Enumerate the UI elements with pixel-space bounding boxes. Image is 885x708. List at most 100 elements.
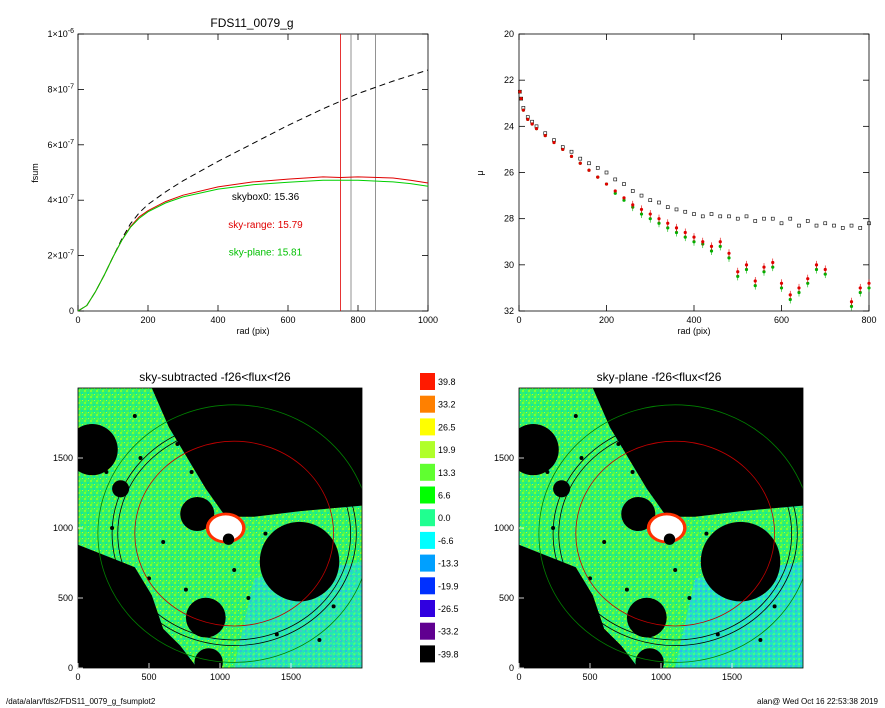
sky-subtracted-image-pixels xyxy=(77,387,363,669)
data-point-square xyxy=(692,212,696,216)
data-point-square xyxy=(858,226,863,230)
x-tick-label: 1500 xyxy=(722,672,742,682)
y-tick-label: 28 xyxy=(504,214,514,224)
star-mask xyxy=(758,638,763,642)
x-tick-label: 0 xyxy=(75,315,80,325)
data-point-2 xyxy=(736,270,740,274)
colorbar-label: 0.0 xyxy=(438,513,451,523)
data-point-2 xyxy=(622,196,626,200)
y-tick-label: 1500 xyxy=(53,453,73,463)
x-tick-label: 0 xyxy=(516,672,521,682)
data-point-1 xyxy=(718,244,722,248)
y-tick-mantissa: 4×10 xyxy=(47,195,67,205)
star-mask xyxy=(573,414,578,418)
data-point-square xyxy=(753,219,758,223)
star-mask xyxy=(704,531,709,536)
data-point-square xyxy=(849,223,854,228)
y-tick-label: 1500 xyxy=(494,453,514,463)
data-point-2 xyxy=(613,189,617,193)
data-point-square xyxy=(779,221,784,226)
data-point-2 xyxy=(569,154,574,158)
data-point-2 xyxy=(806,277,810,281)
colorbar-swatch xyxy=(420,441,435,459)
y-tick-mantissa: 1×10 xyxy=(47,29,67,39)
x-tick-label: 200 xyxy=(599,315,614,325)
colorbar-label: 39.8 xyxy=(438,377,456,387)
data-point-2 xyxy=(530,122,534,126)
data-point-1 xyxy=(858,290,862,295)
sky-plane-image-title: sky-plane -f26<flux<f26 xyxy=(597,370,722,384)
y-tick-label: 0 xyxy=(509,663,514,673)
x-tick-label: 800 xyxy=(350,315,365,325)
colorbar-swatch xyxy=(420,509,435,527)
data-point-2 xyxy=(701,240,705,244)
sky-annulus-inner xyxy=(117,426,352,641)
data-point-square xyxy=(569,149,574,154)
y-tick-label: 20 xyxy=(504,29,514,39)
sky-plane-image: sky-plane -f26<flux<f26 0 500 1000 1500 0 500… xyxy=(494,370,804,682)
data-point-2 xyxy=(718,240,722,244)
data-point-1 xyxy=(622,198,626,202)
data-point-2 xyxy=(867,281,871,285)
y-tick-mantissa: 0 xyxy=(69,306,74,316)
fsum-series-line-2 xyxy=(77,179,429,312)
galaxy-core xyxy=(209,515,243,541)
data-point-square xyxy=(762,216,766,221)
data-point-2 xyxy=(797,286,801,290)
colorbar-swatch xyxy=(420,463,435,481)
y-tick-exponent: -6 xyxy=(68,28,74,35)
fsum-plot-xlabel: rad (pix) xyxy=(236,326,269,336)
x-tick-label: 400 xyxy=(686,315,701,325)
footer-file-path: /data/alan/fds2/FDS11_0079_g_fsumplot2 xyxy=(6,697,156,706)
data-point-2 xyxy=(604,182,609,186)
data-point-2 xyxy=(648,212,652,216)
fsum-plot-ticks: 0 200 400 600 800 100002×10-74×10-76×10-78×10… xyxy=(47,28,438,325)
data-point-square xyxy=(700,214,705,219)
data-point-square xyxy=(683,209,688,214)
masked-region xyxy=(626,597,667,638)
data-point-1 xyxy=(867,286,871,290)
data-point-2 xyxy=(666,221,670,225)
data-point-2 xyxy=(552,140,556,145)
sky-subtracted-image-title: sky-subtracted -f26<flux<f26 xyxy=(139,370,291,384)
data-point-2 xyxy=(771,260,775,265)
data-point-1 xyxy=(823,272,827,276)
surface-brightness-plot-ylabel: μ xyxy=(475,170,485,175)
x-tick-label: 1000 xyxy=(651,672,671,682)
y-tick-label: 1×10-6 xyxy=(47,28,74,39)
surface-brightness-plot: 0 200 400 600 800 20 22 24 26 28 30 32 rad (pix) μ xyxy=(475,29,877,336)
data-point-square xyxy=(788,216,793,221)
sky-annulus-inner xyxy=(558,426,793,641)
sky-plane-image-ticks: 0 500 1000 1500 0 500 1000 1500 xyxy=(494,453,742,682)
outer-ellipse xyxy=(97,404,362,663)
star-mask xyxy=(616,442,621,446)
data-point-square xyxy=(587,161,591,166)
colorbar-swatch xyxy=(420,395,435,413)
outer-ellipse xyxy=(538,404,803,663)
data-point-2 xyxy=(692,235,696,239)
star-mask xyxy=(132,414,137,418)
colorbar-swatch xyxy=(420,373,435,390)
fsum-plot-frame xyxy=(77,33,429,312)
data-point-1 xyxy=(639,212,644,216)
y-tick-label: 8×10-7 xyxy=(47,83,74,94)
data-point-square xyxy=(709,212,714,216)
colorbar-label: 19.9 xyxy=(438,445,456,455)
fsum-series xyxy=(77,69,429,312)
data-point-1 xyxy=(753,284,757,288)
y-tick-label: 22 xyxy=(504,75,514,85)
colorbar-swatch xyxy=(420,622,435,640)
inner-ellipse xyxy=(134,440,334,627)
x-tick-label: 600 xyxy=(280,315,295,325)
x-tick-label: 600 xyxy=(774,315,789,325)
star-mask xyxy=(317,638,322,642)
data-point-2 xyxy=(683,230,687,235)
star-mask xyxy=(687,596,692,600)
x-tick-label: 500 xyxy=(141,672,156,682)
x-tick-label: 500 xyxy=(582,672,597,682)
star-mask xyxy=(263,531,268,536)
data-point-1 xyxy=(613,191,617,195)
y-tick-mantissa: 6×10 xyxy=(47,140,67,150)
data-point-2 xyxy=(823,267,827,272)
data-point-square xyxy=(648,198,653,202)
